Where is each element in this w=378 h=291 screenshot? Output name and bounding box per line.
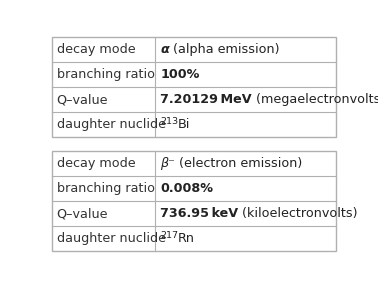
Text: 100%: 100%: [160, 68, 200, 81]
Text: 217: 217: [160, 231, 178, 240]
Text: 736.95 keV: 736.95 keV: [160, 207, 238, 220]
Text: Q–value: Q–value: [57, 207, 108, 220]
Text: Bi: Bi: [178, 118, 191, 131]
Text: decay mode: decay mode: [57, 43, 135, 56]
Text: daughter nuclide: daughter nuclide: [57, 118, 166, 131]
Text: (megaelectronvolts): (megaelectronvolts): [252, 93, 378, 106]
Text: (electron emission): (electron emission): [175, 157, 302, 170]
Text: 213: 213: [160, 117, 178, 126]
Text: (alpha emission): (alpha emission): [169, 43, 279, 56]
Bar: [52, 37, 336, 137]
Bar: [52, 151, 336, 251]
Text: Rn: Rn: [178, 232, 195, 245]
Text: α: α: [160, 43, 169, 56]
Text: (kiloelectronvolts): (kiloelectronvolts): [238, 207, 358, 220]
Text: Q–value: Q–value: [57, 93, 108, 106]
Text: branching ratio: branching ratio: [57, 182, 155, 195]
Text: 7.20129 MeV: 7.20129 MeV: [160, 93, 252, 106]
Text: 0.008%: 0.008%: [160, 182, 213, 195]
Text: branching ratio: branching ratio: [57, 68, 155, 81]
Text: daughter nuclide: daughter nuclide: [57, 232, 166, 245]
Text: decay mode: decay mode: [57, 157, 135, 170]
Text: β⁻: β⁻: [160, 157, 175, 170]
